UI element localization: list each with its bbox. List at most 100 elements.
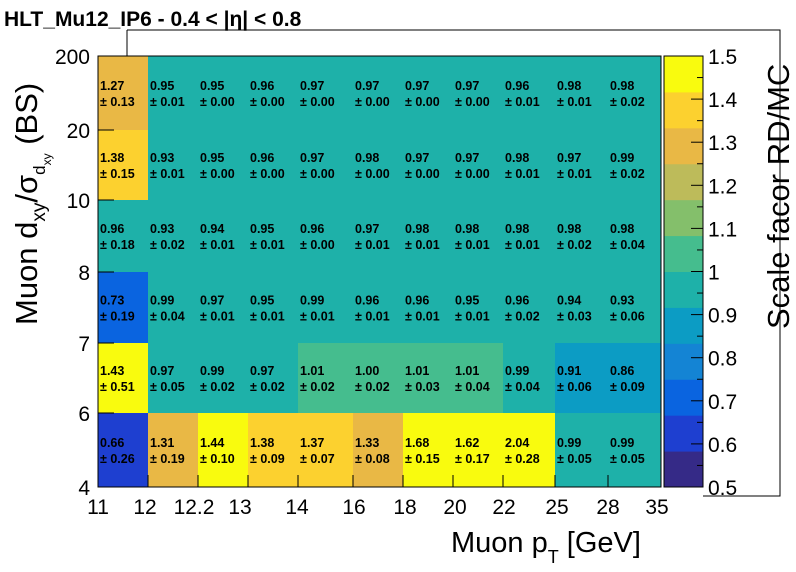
cell-error-label: ± 0.00 — [355, 167, 390, 181]
cell-value-label: 0.97 — [200, 294, 224, 308]
cell-error-label: ± 0.02 — [610, 95, 645, 109]
cell-value-label: 0.94 — [557, 294, 581, 308]
heatmap-cell — [403, 343, 453, 413]
cell-error-label: ± 0.01 — [355, 238, 390, 252]
cell-error-label: ± 0.01 — [200, 310, 235, 324]
y-tick-label: 7 — [78, 333, 90, 356]
x-tick-label: 35 — [645, 496, 668, 519]
cell-value-label: 2.04 — [505, 436, 529, 450]
cell-error-label: ± 0.05 — [150, 380, 185, 394]
heatmap-cell — [555, 272, 608, 343]
cell-error-label: ± 0.00 — [405, 167, 440, 181]
y-tick-label: 4 — [78, 477, 90, 500]
cell-value-label: 0.97 — [455, 151, 479, 165]
heatmap-cell — [298, 200, 353, 272]
cell-error-label: ± 0.01 — [250, 310, 285, 324]
cell-error-label: ± 0.01 — [505, 238, 540, 252]
cell-error-label: ± 0.01 — [405, 238, 440, 252]
cell-error-label: ± 0.00 — [200, 167, 235, 181]
heatmap-cell — [298, 343, 353, 413]
color-scale-label: 0.9 — [708, 305, 737, 328]
color-scale-label: 1 — [708, 262, 720, 285]
color-scale-label: 1.2 — [708, 175, 737, 198]
cell-value-label: 1.62 — [455, 436, 479, 450]
cell-error-label: ± 0.01 — [150, 95, 185, 109]
cell-value-label: 1.33 — [355, 436, 379, 450]
cell-value-label: 1.38 — [100, 151, 124, 165]
heatmap-cell — [98, 130, 148, 200]
heatmap-cell — [248, 343, 298, 413]
color-scale-label: 1.4 — [708, 89, 738, 112]
heatmap-cell — [353, 413, 403, 487]
cell-value-label: 0.98 — [505, 222, 529, 236]
cell-value-label: 0.95 — [455, 294, 479, 308]
color-scale-label: 0.8 — [708, 348, 737, 371]
cell-error-label: ± 0.03 — [405, 380, 440, 394]
color-scale-label: 1.1 — [708, 218, 737, 241]
cell-error-label: ± 0.18 — [100, 238, 135, 252]
cell-error-label: ± 0.01 — [505, 167, 540, 181]
color-scale-segment — [664, 163, 703, 201]
heatmap-cell — [555, 413, 608, 487]
color-scale-segment — [664, 343, 703, 380]
color-scale-label: 1.5 — [708, 46, 737, 69]
heatmap-cell — [298, 56, 353, 130]
cell-error-label: ± 0.01 — [150, 167, 185, 181]
cell-value-label: 0.95 — [150, 79, 174, 93]
x-tick-label: 25 — [545, 496, 568, 519]
heatmap-cell — [608, 343, 661, 413]
cell-error-label: ± 0.00 — [405, 95, 440, 109]
heatmap-cells — [98, 56, 661, 487]
cell-error-label: ± 0.04 — [610, 238, 645, 252]
heatmap-cell — [198, 413, 248, 487]
heatmap-cell — [98, 272, 148, 343]
heatmap-cell — [608, 272, 661, 343]
heatmap-cell — [98, 343, 148, 413]
cell-error-label: ± 0.06 — [610, 310, 645, 324]
cell-error-label: ± 0.08 — [355, 452, 390, 466]
x-tick-label: 18 — [393, 496, 416, 519]
cell-value-label: 0.97 — [355, 222, 379, 236]
x-tick-label: 12 — [133, 496, 156, 519]
cell-value-label: 0.99 — [150, 294, 174, 308]
heatmap-cell — [248, 200, 298, 272]
heatmap-cell — [503, 130, 555, 200]
cell-error-label: ± 0.01 — [505, 95, 540, 109]
heatmap-cell — [248, 413, 298, 487]
cell-value-label: 1.01 — [455, 364, 479, 378]
cell-value-label: 0.97 — [455, 79, 479, 93]
heatmap-cell — [403, 272, 453, 343]
cell-error-label: ± 0.00 — [300, 95, 335, 109]
color-scale-segment — [664, 235, 703, 272]
heatmap-cell — [403, 56, 453, 130]
cell-error-label: ± 0.00 — [355, 95, 390, 109]
cell-error-label: ± 0.15 — [405, 452, 440, 466]
cell-error-label: ± 0.01 — [355, 310, 390, 324]
cell-value-label: 0.98 — [557, 79, 581, 93]
cell-value-label: 0.96 — [300, 222, 324, 236]
cell-value-label: 0.97 — [150, 364, 174, 378]
color-scale-segment — [664, 91, 703, 129]
cell-value-label: 0.86 — [610, 364, 634, 378]
cell-error-label: ± 0.01 — [557, 95, 592, 109]
cell-error-label: ± 0.04 — [150, 310, 185, 324]
color-scale-label: 1.3 — [708, 132, 737, 155]
heatmap-cell — [608, 56, 661, 130]
heatmap-cell — [198, 56, 248, 130]
y-tick-label: 20 — [67, 120, 90, 143]
color-scale-label: 0.5 — [708, 477, 737, 500]
cell-value-label: 0.96 — [355, 294, 379, 308]
cell-error-label: ± 0.26 — [100, 452, 135, 466]
heatmap-cell — [403, 130, 453, 200]
heatmap-cell — [453, 343, 503, 413]
heatmap-cell — [148, 343, 198, 413]
cell-value-label: 0.99 — [200, 364, 224, 378]
heatmap-cell — [403, 200, 453, 272]
z-axis-label: Scale facor RD/MC — [761, 64, 796, 329]
cell-value-label: 0.96 — [250, 151, 274, 165]
cell-value-label: 0.95 — [200, 79, 224, 93]
heatmap-cell — [555, 200, 608, 272]
heatmap-cell — [403, 413, 453, 487]
heatmap-cell — [148, 200, 198, 272]
cell-value-label: 0.95 — [250, 294, 274, 308]
